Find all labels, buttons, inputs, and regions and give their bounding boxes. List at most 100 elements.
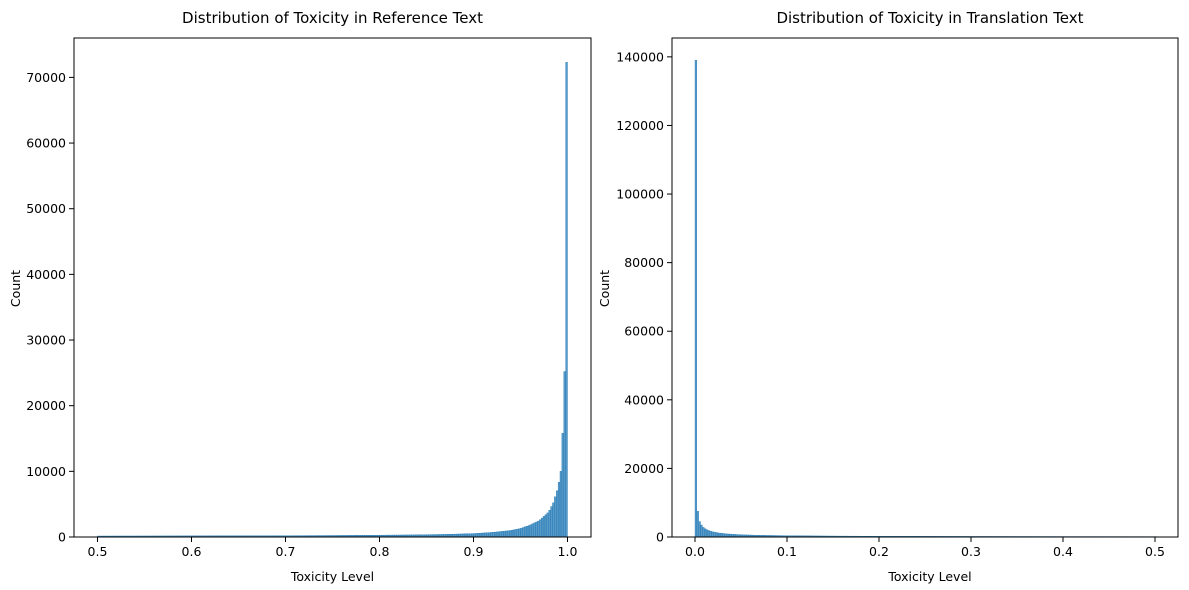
histogram-bar bbox=[700, 524, 703, 538]
histogram-bar bbox=[503, 530, 506, 538]
histogram-bar bbox=[535, 521, 538, 538]
y-tick-label: 50000 bbox=[26, 201, 66, 216]
y-tick-label: 30000 bbox=[26, 333, 66, 348]
x-tick-label: 0.5 bbox=[88, 544, 108, 559]
histogram-bar bbox=[507, 530, 510, 538]
y-tick-label: 60000 bbox=[26, 136, 66, 151]
histogram-bar bbox=[716, 532, 720, 538]
y-tick-label: 80000 bbox=[624, 255, 664, 270]
y-tick-label: 20000 bbox=[624, 461, 664, 476]
histogram-bar bbox=[525, 525, 529, 538]
y-tick-label: 100000 bbox=[616, 187, 664, 202]
histogram-bar bbox=[531, 523, 534, 538]
x-tick-label: 0.8 bbox=[370, 544, 390, 559]
y-tick-label: 140000 bbox=[616, 49, 664, 64]
y-tick-label: 120000 bbox=[616, 118, 664, 133]
x-tick-label: 0.4 bbox=[1053, 544, 1073, 559]
y-tick-label: 60000 bbox=[624, 324, 664, 339]
histogram-bar bbox=[702, 527, 705, 538]
y-axis-label: Count bbox=[8, 270, 23, 307]
x-tick-label: 0.9 bbox=[464, 544, 484, 559]
histogram-bar bbox=[552, 502, 555, 538]
reference-histogram-panel: Distribution of Toxicity in Reference Te… bbox=[8, 9, 592, 584]
x-axis-label: Toxicity Level bbox=[290, 569, 374, 584]
histogram-bar bbox=[482, 532, 485, 538]
histogram-bar bbox=[565, 62, 568, 538]
histogram-bar bbox=[471, 533, 474, 538]
histogram-bar bbox=[544, 514, 547, 538]
y-tick-label: 10000 bbox=[26, 464, 66, 479]
histogram-bar bbox=[718, 532, 721, 538]
histogram-bar bbox=[561, 433, 564, 538]
histogram-bar bbox=[694, 60, 698, 538]
histogram-bars bbox=[694, 60, 1158, 538]
chart-title: Distribution of Toxicity in Reference Te… bbox=[182, 9, 483, 27]
histogram-bar bbox=[707, 530, 710, 538]
histogram-bar bbox=[518, 528, 521, 538]
histogram-bar bbox=[546, 512, 549, 538]
x-axis-ticks: 0.0 0.1 0.2 0.3 0.4 0.5 bbox=[685, 537, 1165, 559]
histogram-bar bbox=[475, 533, 478, 538]
histogram-bar bbox=[533, 522, 536, 538]
histogram-bar bbox=[512, 529, 516, 538]
histogram-bar bbox=[550, 506, 553, 538]
histogram-bar bbox=[696, 511, 699, 538]
histogram-bar bbox=[704, 528, 707, 538]
histogram-bar bbox=[542, 516, 546, 538]
x-tick-label: 0.7 bbox=[276, 544, 296, 559]
y-axis-ticks: 0 10000 20000 30000 40000 50000 60000 70000 bbox=[26, 70, 74, 545]
histogram-bars bbox=[97, 62, 568, 538]
histogram-bar bbox=[554, 496, 557, 538]
y-tick-label: 20000 bbox=[26, 398, 66, 413]
histogram-bar bbox=[541, 517, 544, 538]
histogram-bar bbox=[495, 531, 499, 538]
histogram-bar bbox=[713, 531, 716, 538]
histogram-bar bbox=[698, 521, 701, 538]
histogram-bar bbox=[715, 532, 718, 538]
histogram-bar bbox=[522, 527, 525, 538]
histogram-bar bbox=[720, 533, 723, 538]
histogram-bar bbox=[520, 527, 523, 538]
histogram-bar bbox=[478, 532, 482, 538]
histogram-bar bbox=[711, 531, 714, 538]
histogram-bar bbox=[539, 519, 542, 538]
x-tick-label: 0.0 bbox=[685, 544, 705, 559]
histogram-bar bbox=[501, 531, 504, 538]
histogram-bar bbox=[527, 525, 531, 538]
histogram-bar bbox=[497, 531, 500, 538]
histogram-bar bbox=[537, 520, 540, 538]
x-tick-label: 0.3 bbox=[961, 544, 981, 559]
histogram-bar bbox=[529, 524, 532, 538]
histogram-bar bbox=[514, 529, 517, 538]
histogram-bar bbox=[548, 510, 551, 538]
y-tick-label: 40000 bbox=[26, 267, 66, 282]
histogram-bar bbox=[509, 530, 512, 538]
histogram-bar bbox=[484, 532, 487, 538]
histogram-bar bbox=[492, 532, 495, 538]
chart-title: Distribution of Toxicity in Translation … bbox=[776, 9, 1083, 27]
histogram-bar bbox=[486, 532, 489, 538]
plot-frame bbox=[73, 37, 592, 538]
histogram-bar bbox=[524, 526, 527, 538]
histogram-bar bbox=[557, 482, 561, 538]
x-tick-label: 0.2 bbox=[869, 544, 889, 559]
x-tick-label: 0.1 bbox=[777, 544, 797, 559]
histogram-bar bbox=[477, 533, 480, 538]
histogram-bar bbox=[559, 471, 563, 538]
plot-frame bbox=[671, 37, 1179, 538]
histogram-bar bbox=[510, 530, 514, 538]
x-tick-label: 0.6 bbox=[182, 544, 202, 559]
y-tick-label: 0 bbox=[656, 530, 664, 545]
histogram-bar bbox=[556, 490, 559, 538]
histogram-bar bbox=[494, 531, 497, 538]
histogram-bar bbox=[705, 529, 709, 538]
translation-histogram-panel: Distribution of Toxicity in Translation … bbox=[597, 9, 1179, 584]
histogram-bar bbox=[722, 533, 725, 538]
y-axis-label: Count bbox=[597, 270, 612, 307]
y-axis-ticks: 0 20000 40000 60000 80000 100000 120000 140000 bbox=[616, 49, 672, 545]
x-axis-label: Toxicity Level bbox=[887, 569, 971, 584]
histogram-bar bbox=[480, 532, 484, 538]
histogram-bar bbox=[709, 530, 712, 538]
histogram-bar bbox=[516, 528, 519, 538]
